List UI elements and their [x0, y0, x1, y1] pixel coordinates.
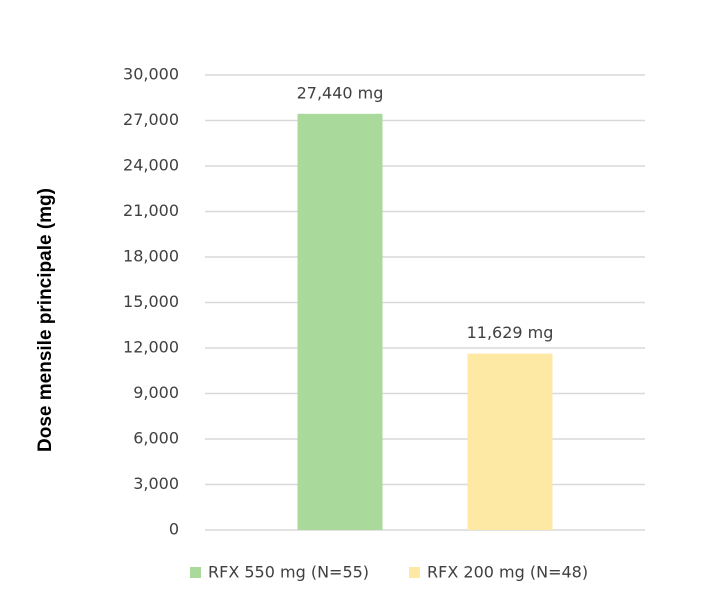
legend-swatch: [409, 567, 421, 578]
y-tick-label: 21,000: [123, 201, 179, 220]
legend-label: RFX 550 mg (N=55): [208, 563, 369, 582]
legend-swatch: [190, 567, 201, 578]
bar: [297, 113, 383, 531]
legend-label: RFX 200 mg (N=48): [427, 563, 588, 582]
y-tick-label: 6,000: [133, 429, 179, 448]
y-tick-label: 15,000: [123, 292, 179, 311]
value-label: 11,629 mg: [467, 323, 554, 342]
y-tick-label: 18,000: [123, 247, 179, 266]
y-tick-label: 27,000: [123, 110, 179, 129]
y-tick-label: 9,000: [133, 383, 179, 402]
y-tick-label: 24,000: [123, 156, 179, 175]
value-label: 27,440 mg: [297, 83, 384, 102]
y-tick-label: 12,000: [123, 338, 179, 357]
bar: [467, 353, 553, 530]
y-tick-label: 0: [169, 520, 179, 539]
y-axis-title: Dose mensile principale (mg): [35, 188, 56, 452]
y-tick-label: 30,000: [123, 65, 179, 84]
y-tick-label: 3,000: [133, 474, 179, 493]
